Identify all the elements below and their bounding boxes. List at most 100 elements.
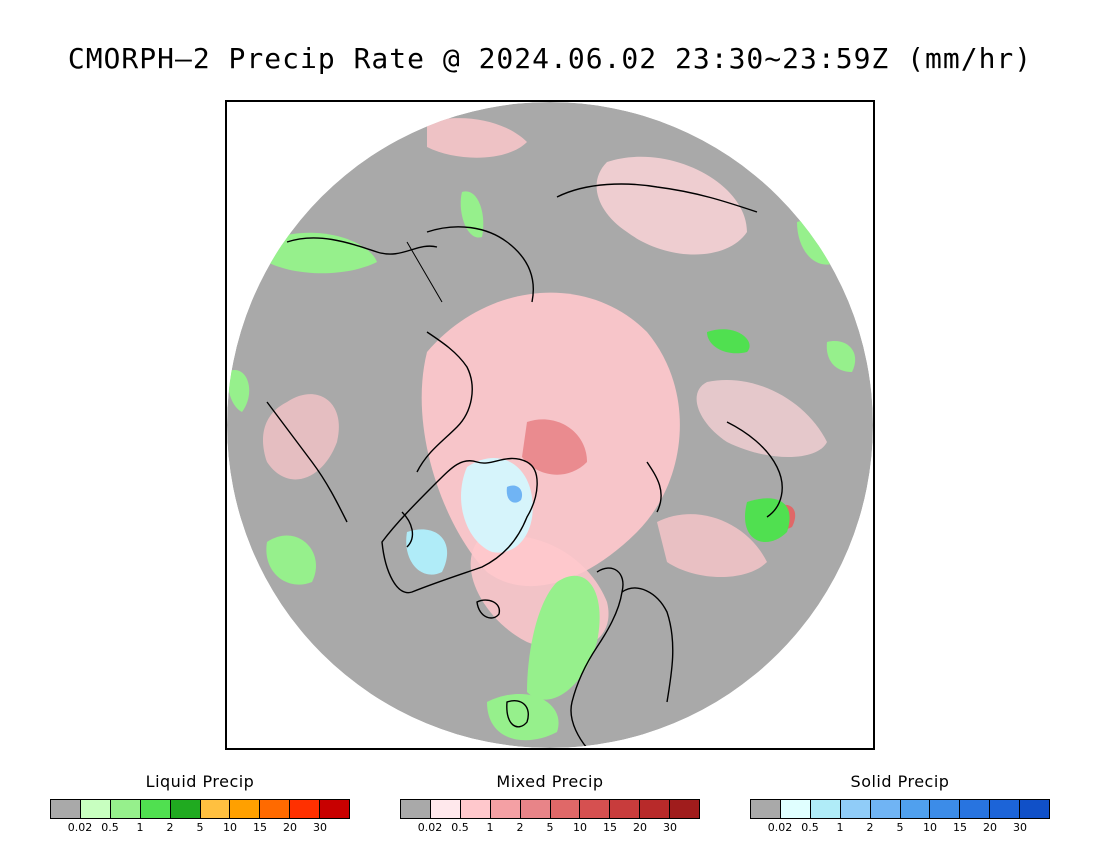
legend-swatch [610,800,641,818]
legend-swatch [490,800,521,818]
legend-swatch [230,800,261,818]
greenland-coast [381,457,538,594]
legend-liquid-precip: Liquid Precip 0.02 0.5 1 2 5 10 15 20 30 [50,772,350,835]
legend-tick-label: 0.5 [801,821,819,834]
legend-swatch [900,800,931,818]
legend-tick-label: 30 [1013,821,1027,834]
mixed-precip-area [263,394,339,480]
legend-solid-precip: Solid Precip 0.02 0.5 1 2 5 10 15 20 30 [750,772,1050,835]
liquid-precip-area [227,370,250,412]
legend-tick-label: 20 [983,821,997,834]
legend-swatch [930,800,961,818]
legend-tick-label: 5 [196,821,204,834]
solid-precip-area [461,458,533,553]
legend-mixed-precip: Mixed Precip 0.02 0.5 1 2 5 10 15 20 30 [400,772,700,835]
legend-tick-label: 30 [663,821,677,834]
hudson-bay-coast [266,401,348,523]
legend-tick-label: 0.5 [451,821,469,834]
liquid-precip-area [460,191,484,238]
legend-tick-label: 0.02 [417,821,443,834]
legend-swatch [870,800,901,818]
legend-swatch [580,800,611,818]
mixed-precip-core [522,419,587,475]
legend-swatch [290,800,321,818]
legend-swatch [260,800,291,818]
legend-tick-label: 10 [923,821,937,834]
legend-swatch [170,800,201,818]
legend-swatch [51,800,81,818]
legend-tick-label: 1 [486,821,494,834]
scandinavia-coast [570,567,624,748]
legend-ticks: 0.02 0.5 1 2 5 10 15 20 30 [750,821,1050,835]
legend-colorbar [400,799,700,819]
legend-tick-label: 0.02 [767,821,793,834]
novaya-zemlya-coast [646,461,662,513]
legend-tick-label: 5 [546,821,554,834]
legend-swatch [200,800,231,818]
legend-title: Mixed Precip [496,772,604,791]
liquid-precip-area [266,535,316,585]
mixed-precip-area [427,118,527,158]
legend-tick-label: 2 [166,821,174,834]
legend-swatch [751,800,781,818]
baffin-coast [401,511,414,548]
legend-tick-label: 0.02 [67,821,93,834]
legend-colorbar [750,799,1050,819]
alaska-coast [426,226,534,303]
legend-swatch [110,800,141,818]
legend-tick-label: 10 [573,821,587,834]
siberia-coast [556,183,758,213]
legend-tick-label: 10 [223,821,237,834]
polar-map [225,100,875,750]
legend-swatch [140,800,171,818]
legend-swatch [401,800,431,818]
legend-tick-label: 15 [253,821,267,834]
legend-swatch [640,800,671,818]
legend-tick-label: 0.5 [101,821,119,834]
legend-tick-label: 2 [866,821,874,834]
legend-swatch [810,800,841,818]
legend-tick-label: 20 [283,821,297,834]
legend-swatch [520,800,551,818]
legend-tick-label: 15 [953,821,967,834]
legend-swatch [80,800,111,818]
iceland-coast [476,599,501,619]
legend-swatch [320,800,350,818]
liquid-precip-area [527,575,600,700]
legend-colorbar [50,799,350,819]
legend-tick-label: 1 [836,821,844,834]
legend-swatch [670,800,700,818]
alaska-canada-border [406,241,443,303]
legend-tick-label: 30 [313,821,327,834]
legend-swatch [460,800,491,818]
precip-field [227,102,873,748]
legend-swatch [840,800,871,818]
canada-arctic-coast [416,331,473,473]
liquid-precip-core [707,329,750,354]
legend-swatch [430,800,461,818]
uk-coast [506,700,529,728]
russia-arctic-coast [726,421,783,518]
coastlines [266,171,818,748]
mixed-precip-area [696,380,827,457]
solid-precip-core [506,485,523,503]
scandinavia-east-coast [621,587,674,703]
legend-tick-label: 2 [516,821,524,834]
liquid-precip-core [745,498,790,542]
legend-swatch [1020,800,1050,818]
solid-precip-area [406,529,448,575]
legend-swatch [780,800,811,818]
legend-title: Liquid Precip [145,772,255,791]
legend-tick-label: 20 [633,821,647,834]
legend-swatch [550,800,581,818]
chart-title: CMORPH–2 Precip Rate @ 2024.06.02 23:30~… [67,42,1033,75]
mixed-precip-area [657,514,767,577]
liquid-precip-area [487,693,559,741]
legend-title: Solid Precip [850,772,950,791]
liquid-precip-area [826,341,856,372]
legend-ticks: 0.02 0.5 1 2 5 10 15 20 30 [50,821,350,835]
alaska-south-coast [286,237,438,255]
mixed-precip-area [596,156,747,255]
legend-tick-label: 15 [603,821,617,834]
map-canvas [227,102,873,748]
